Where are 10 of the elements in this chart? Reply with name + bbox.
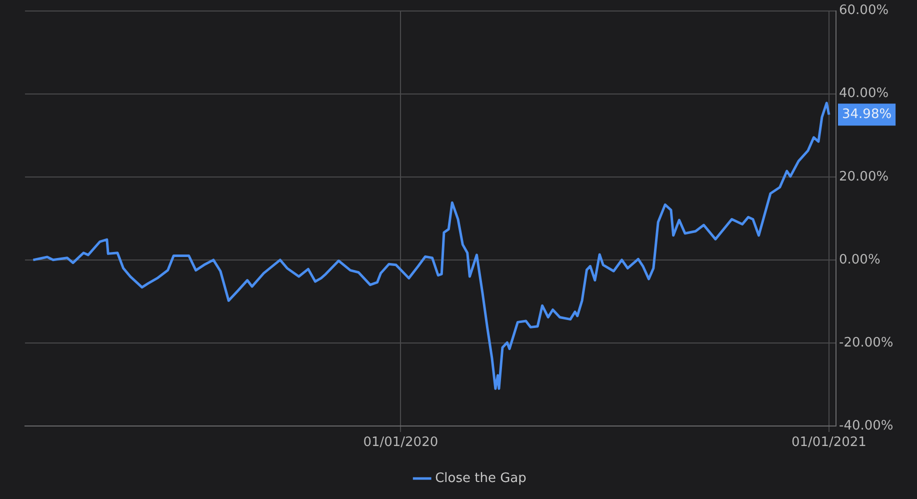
- y-tick-label: -20.00%: [839, 335, 894, 350]
- x-tick-label: 01/01/2021: [792, 435, 866, 450]
- y-tick-label: 0.00%: [839, 252, 880, 268]
- y-tick-label: 60.00%: [839, 3, 889, 18]
- y-tick-label: 20.00%: [839, 169, 889, 184]
- annotation: 34.98%: [842, 107, 892, 122]
- legend-label: Close the Gap: [435, 470, 526, 486]
- y-tick-label: 40.00%: [839, 86, 889, 102]
- y-tick-label: -40.00%: [839, 418, 894, 434]
- x-tick-label: 01/01/2020: [363, 435, 438, 450]
